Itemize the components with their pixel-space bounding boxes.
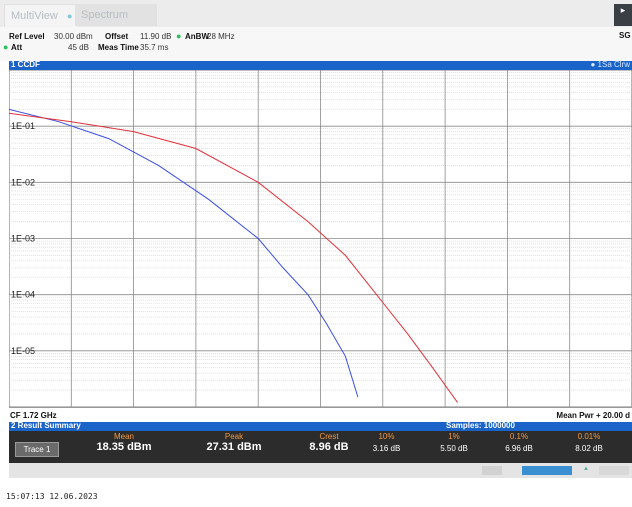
y-tick-label: 1E-04 bbox=[11, 290, 35, 300]
sg-indicator: SG bbox=[619, 31, 631, 40]
ref-level-label: Ref Level bbox=[9, 32, 45, 41]
att-label: Att bbox=[11, 43, 23, 52]
offset-label: Offset bbox=[105, 32, 129, 41]
trace-line-1 bbox=[9, 108, 359, 398]
anbw-label: AnBW bbox=[185, 32, 209, 41]
offset-value: 11.90 dB bbox=[140, 32, 172, 41]
measurement-settings-bar: Ref Level 30.00 dBm Offset 11.90 dB ● An… bbox=[0, 27, 632, 61]
tab-multiview[interactable]: MultiView ● bbox=[4, 4, 80, 27]
side-menu-button[interactable]: ▸ bbox=[614, 4, 632, 26]
graph-footer: CF 1.72 GHz Mean Pwr + 20.00 d bbox=[9, 407, 632, 422]
tab-multiview-label: MultiView bbox=[11, 10, 58, 22]
ref-level-value: 30.00 dBm bbox=[54, 32, 93, 41]
col-peak: Peak bbox=[224, 432, 244, 441]
status-progress-bar bbox=[522, 466, 572, 475]
meas-time-value: 35.7 ms bbox=[140, 43, 169, 52]
trace-1-button[interactable]: Trace 1 bbox=[15, 442, 59, 457]
col-10pct: 10% bbox=[378, 432, 395, 441]
samples-count: Samples: 1000000 bbox=[446, 421, 515, 430]
timestamp: 15:07:13 12.06.2023 bbox=[6, 492, 98, 501]
status-indicator bbox=[482, 466, 502, 475]
trace-legend: ● 1Sa Clrw bbox=[590, 60, 630, 69]
mean-power-readout: Mean Pwr + 20.00 d bbox=[556, 411, 630, 420]
y-tick-label: 1E-01 bbox=[11, 121, 35, 131]
tab-spectrum[interactable]: Spectrum bbox=[75, 4, 157, 26]
value-0-01pct: 8.02 dB bbox=[575, 444, 603, 453]
anbw-value: 28 MHz bbox=[207, 32, 235, 41]
tab-bar: MultiView ● Spectrum ▸ bbox=[0, 0, 632, 27]
tab-spectrum-label: Spectrum bbox=[81, 9, 129, 21]
value-0-1pct: 6.96 dB bbox=[505, 444, 533, 453]
ccdf-graph-header: 1 CCDF ● 1Sa Clrw bbox=[9, 60, 632, 70]
y-tick-label: 1E-05 bbox=[11, 346, 35, 356]
result-summary-table: Mean Peak Crest 10% 1% 0.1% 0.01% Trace … bbox=[9, 431, 632, 463]
col-0-1pct: 0.1% bbox=[509, 432, 529, 441]
result-summary-header: 2 Result Summary Samples: 1000000 bbox=[9, 421, 632, 431]
col-1pct: 1% bbox=[448, 432, 460, 441]
att-value: 45 dB bbox=[68, 43, 89, 52]
result-summary-title: 2 Result Summary bbox=[11, 421, 81, 430]
meas-time-label: Meas Time bbox=[98, 43, 139, 52]
y-tick-label: 1E-02 bbox=[11, 177, 35, 187]
graph-title: 1 CCDF bbox=[11, 60, 40, 69]
ccdf-plot: 1E-01 1E-02 1E-03 1E-04 1E-05 bbox=[9, 70, 632, 407]
col-crest: Crest bbox=[319, 432, 339, 441]
peak-value: 27.31 dBm bbox=[206, 441, 262, 453]
value-10pct: 3.16 dB bbox=[372, 444, 401, 453]
anbw-bullet-icon: ● bbox=[176, 31, 182, 41]
value-1pct: 5.50 dB bbox=[440, 444, 468, 453]
mean-value: 18.35 dBm bbox=[96, 441, 152, 453]
att-bullet-icon: ● bbox=[3, 42, 9, 52]
status-info bbox=[599, 466, 629, 475]
center-frequency: CF 1.72 GHz bbox=[10, 411, 57, 420]
y-tick-label: 1E-03 bbox=[11, 234, 35, 244]
status-warning-icon: ▲ bbox=[583, 466, 589, 472]
tab-status-dot: ● bbox=[66, 11, 73, 21]
crest-value: 8.96 dB bbox=[309, 441, 349, 453]
col-mean: Mean bbox=[113, 432, 134, 441]
col-0-01pct: 0.01% bbox=[577, 432, 601, 441]
trace-line-2 bbox=[9, 112, 459, 403]
status-bar: ▲ bbox=[9, 463, 632, 478]
